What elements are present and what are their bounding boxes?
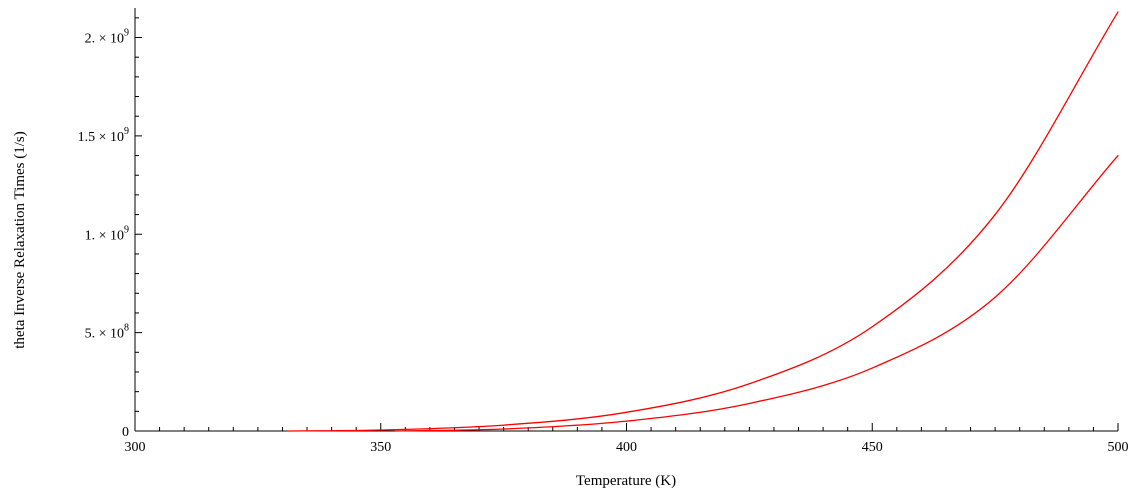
series-1-point xyxy=(503,424,505,426)
series-2-point xyxy=(748,402,750,405)
y-tick-exponent: 9 xyxy=(124,126,129,137)
series-1-point xyxy=(748,383,750,385)
x-tick-label: 300 xyxy=(125,440,146,455)
axes xyxy=(134,8,1118,432)
series-2-point xyxy=(503,428,505,430)
y-tick-label: 5. × 108 xyxy=(85,323,129,342)
series-2-point xyxy=(871,367,873,369)
y-tick-mantissa: 1. × 10 xyxy=(85,228,124,243)
y-tick-mantissa: 1.5 × 10 xyxy=(78,130,124,145)
series-1-point xyxy=(625,411,628,413)
series-2-point xyxy=(1117,154,1119,157)
y-axis-title: theta Inverse Relaxation Times (1/s) xyxy=(12,131,28,348)
series-2-point xyxy=(625,420,628,422)
y-tick-mantissa: 5. × 10 xyxy=(85,327,124,342)
series-line-1 xyxy=(287,11,1119,432)
series-1-point xyxy=(286,430,288,432)
plot-area xyxy=(286,11,1119,432)
y-tick-label: 0 xyxy=(122,425,129,440)
series-1-point xyxy=(1117,11,1119,13)
y-tick-label: 1. × 109 xyxy=(85,224,129,243)
y-tick-label: 2. × 109 xyxy=(85,28,129,47)
series-2-point xyxy=(394,430,397,432)
x-tick-label: 450 xyxy=(862,440,883,455)
x-tick-label: 350 xyxy=(370,440,391,455)
series-1-point xyxy=(994,213,996,216)
x-axis-title: Temperature (K) xyxy=(576,473,676,489)
y-tick-label: 1.5 × 109 xyxy=(78,126,129,145)
y-tick-exponent: 8 xyxy=(124,323,129,334)
y-tick-mantissa: 2. × 10 xyxy=(85,32,124,47)
series-1-point xyxy=(380,429,382,431)
series-2-point xyxy=(994,296,996,298)
series-line-2 xyxy=(395,155,1119,432)
series-1-point xyxy=(871,326,873,328)
x-tick-label: 500 xyxy=(1108,440,1129,455)
y-tick-exponent: 9 xyxy=(124,28,129,39)
x-tick-label: 400 xyxy=(616,440,637,455)
y-tick-mantissa: 0 xyxy=(122,425,129,440)
y-tick-exponent: 9 xyxy=(124,224,129,235)
